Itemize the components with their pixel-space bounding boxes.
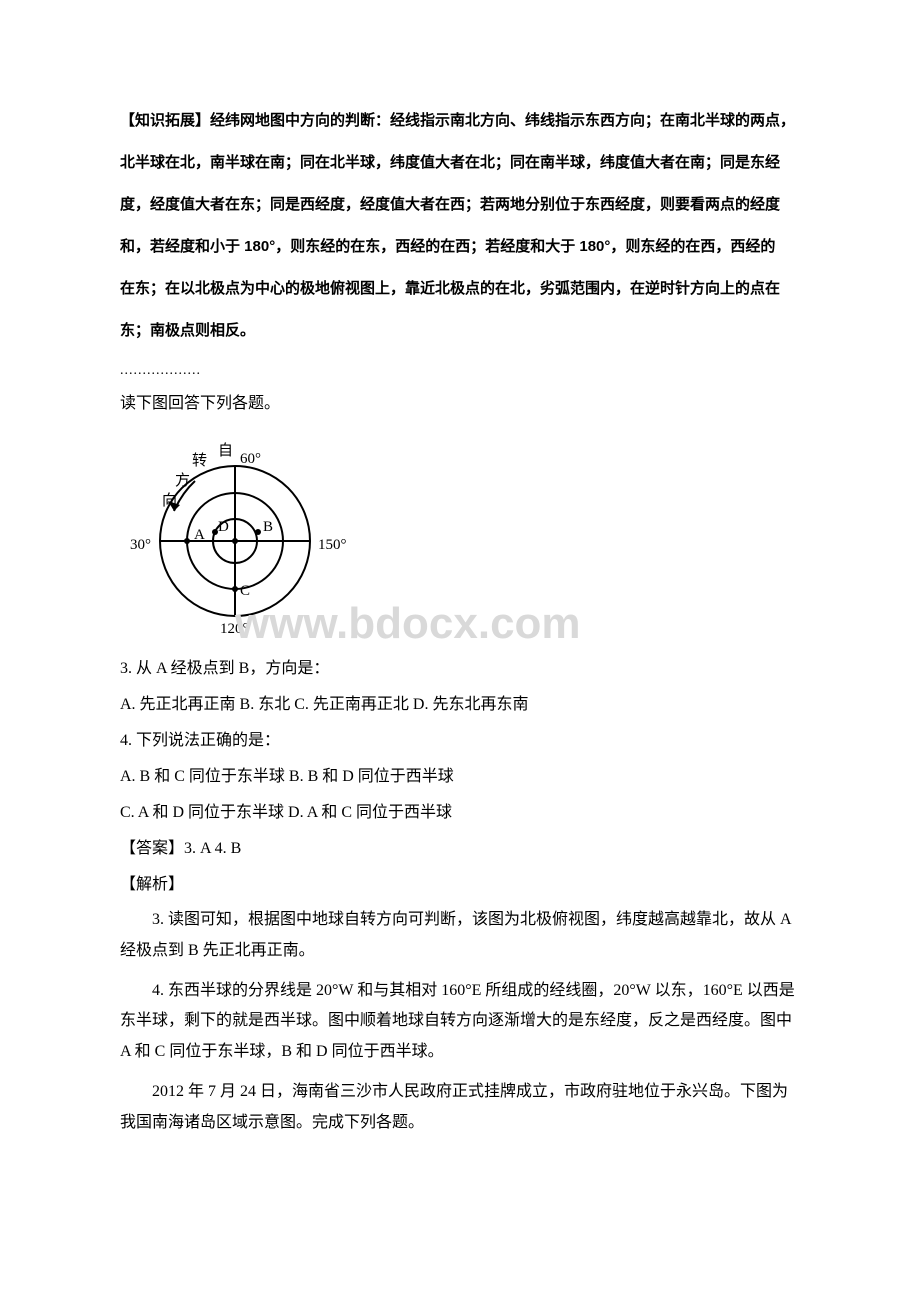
label-zhuan: 转 — [192, 452, 207, 469]
q3-stem: 3. 从 A 经极点到 B，方向是： — [120, 653, 800, 685]
answer-line: 【答案】3. A 4. B — [120, 833, 800, 865]
q4-stem: 4. 下列说法正确的是： — [120, 725, 800, 757]
q3-options: A. 先正北再正南 B. 东北 C. 先正南再正北 D. 先东北再东南 — [120, 689, 800, 721]
knowledge-line-3: 度，经度值大者在东；同是西经度，经度值大者在西；若两地分别位于东西经度，则要看两… — [120, 184, 800, 226]
knowledge-line-5: 在东；在以北极点为中心的极地俯视图上，靠近北极点的在北，劣弧范围内，在逆时针方向… — [120, 268, 800, 310]
label-60deg: 60° — [240, 451, 261, 467]
label-point-b: B — [263, 519, 273, 535]
label-30deg: 30° — [130, 537, 151, 553]
knowledge-line-2: 北半球在北，南半球在南；同在北半球，纬度值大者在北；同在南半球，纬度值大者在南；… — [120, 142, 800, 184]
label-fang: 方 — [175, 472, 190, 489]
analysis-q4: 4. 东西半球的分界线是 20°W 和与其相对 160°E 所组成的经线圈，20… — [120, 976, 800, 1067]
knowledge-line-1: 【知识拓展】经纬网地图中方向的判断：经线指示南北方向、纬线指示东西方向；在南北半… — [120, 100, 800, 142]
analysis-label: 【解析】 — [120, 869, 800, 901]
label-150deg: 150° — [318, 537, 347, 553]
label-point-d: D — [218, 519, 229, 535]
separator-dots: .................. — [120, 360, 800, 382]
label-zi: 自 — [218, 442, 233, 459]
label-xiang: 向 — [162, 492, 177, 509]
analysis-q3: 3. 读图可知，根据图中地球自转方向可判断，该图为北极俯视图，纬度越高越靠北，故… — [120, 905, 800, 966]
closing-paragraph: 2012 年 7 月 24 日，海南省三沙市人民政府正式挂牌成立，市政府驻地位于… — [120, 1077, 800, 1138]
knowledge-line-4: 和，若经度和小于 180°，则东经的在东，西经的在西；若经度和大于 180°，则… — [120, 226, 800, 268]
q4-options-cd: C. A 和 D 同位于东半球 D. A 和 C 同位于西半球 — [120, 797, 800, 829]
document-page: 【知识拓展】经纬网地图中方向的判断：经线指示南北方向、纬线指示东西方向；在南北半… — [0, 0, 920, 1228]
polar-diagram: 转 自 方 向 60° 30° 150° 120° A B C D ww — [120, 431, 460, 641]
label-point-a: A — [194, 527, 205, 543]
label-point-c: C — [240, 583, 250, 599]
knowledge-line-6: 东；南极点则相反。 — [120, 310, 800, 352]
q4-options-ab: A. B 和 C 同位于东半球 B. B 和 D 同位于西半球 — [120, 761, 800, 793]
knowledge-extension-section: 【知识拓展】经纬网地图中方向的判断：经线指示南北方向、纬线指示东西方向；在南北半… — [120, 100, 800, 352]
diagram-container: 转 自 方 向 60° 30° 150° 120° A B C D ww — [120, 431, 800, 641]
intro-text: 读下图回答下列各题。 — [120, 390, 800, 419]
label-120deg: 120° — [220, 621, 249, 637]
